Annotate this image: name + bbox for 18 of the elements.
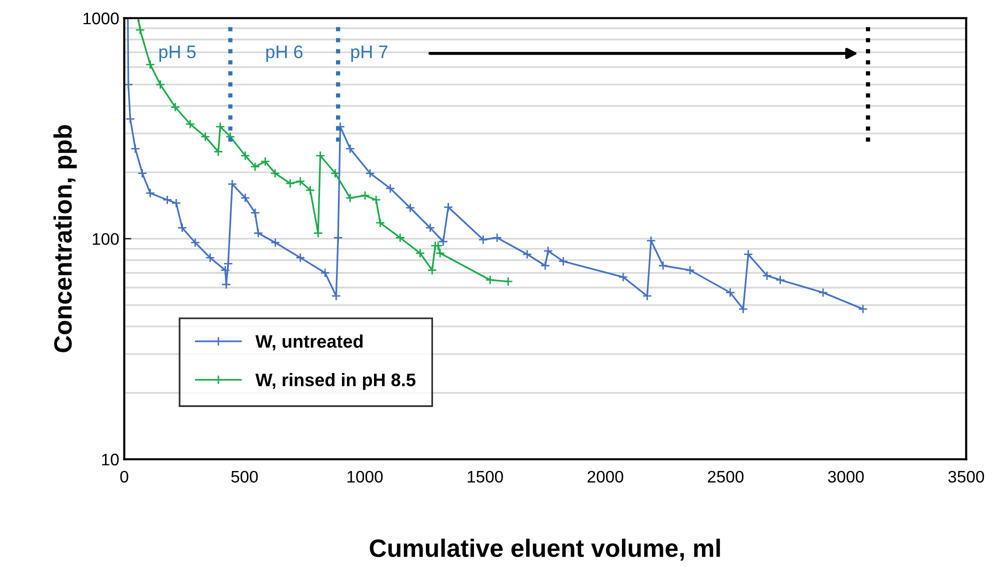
x-tick-label: 1000 bbox=[348, 470, 383, 483]
y-tick-label: 10 bbox=[102, 454, 119, 466]
x-tick-label: 1500 bbox=[468, 470, 503, 483]
annotation: pH 7 bbox=[351, 46, 388, 62]
annotation: pH 6 bbox=[266, 45, 302, 62]
x-tick-label: 3500 bbox=[948, 470, 984, 483]
y-tick-label: 100 bbox=[92, 233, 119, 245]
annotation: pH 5 bbox=[159, 46, 196, 62]
legend-label: W, untreated bbox=[255, 334, 363, 350]
x-tick-label: 2000 bbox=[588, 470, 624, 483]
x-tick-label: 3000 bbox=[828, 470, 864, 483]
y-axis-title: Concentration, ppb bbox=[53, 125, 77, 352]
x-axis-title: Cumulative eluent volume, ml bbox=[370, 538, 720, 561]
x-tick-label: 500 bbox=[231, 470, 258, 483]
x-tick-label: 0 bbox=[120, 470, 128, 483]
y-tick-label: 1000 bbox=[84, 12, 119, 24]
legend-label: W, rinsed in pH 8.5 bbox=[255, 373, 416, 390]
x-tick-label: 2500 bbox=[708, 470, 744, 483]
